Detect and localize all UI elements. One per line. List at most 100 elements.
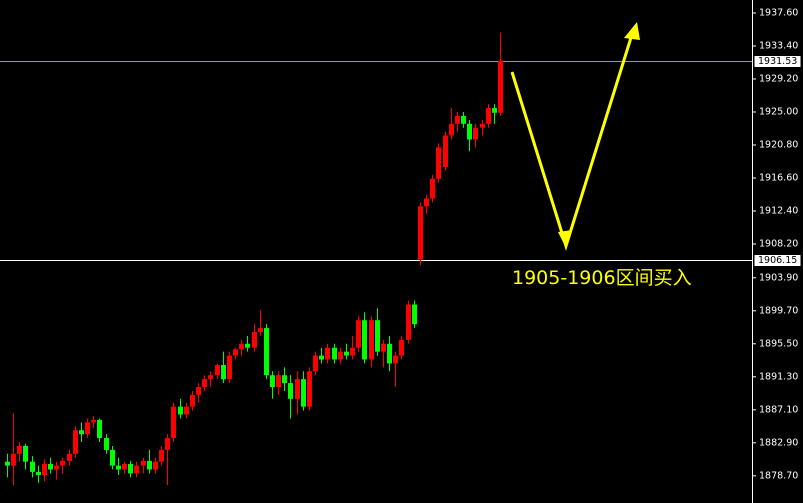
candle-body xyxy=(467,123,472,140)
candle-body xyxy=(17,445,22,454)
y-tick-label: 1908.20 xyxy=(759,238,798,249)
arrow-path xyxy=(510,22,640,252)
candle-body xyxy=(184,406,189,415)
candle-body xyxy=(492,108,497,113)
candle-body xyxy=(30,461,35,472)
candle-body xyxy=(202,379,207,388)
candle-body xyxy=(48,464,53,470)
candle-body xyxy=(356,320,361,348)
y-axis: 1937.60 1933.40 1929.20 1925.00 1920.80 1916.… xyxy=(752,7,802,481)
candle-body xyxy=(325,347,330,360)
candle-body xyxy=(375,320,380,352)
candle-body xyxy=(307,371,312,407)
candle-body xyxy=(97,420,102,439)
candle-body xyxy=(141,460,146,466)
candle-body xyxy=(227,355,232,380)
candle-body xyxy=(424,198,429,207)
y-tick-label: 1916.60 xyxy=(759,172,798,183)
candle-body xyxy=(295,379,300,399)
y-tick-label: 1887.10 xyxy=(759,404,798,415)
candle-body xyxy=(344,351,349,356)
candle-body xyxy=(85,422,90,435)
candle-body xyxy=(443,135,448,167)
arrow-head xyxy=(624,22,640,40)
candle-body xyxy=(270,375,275,388)
candle-body xyxy=(332,347,337,360)
y-tick-label: 1891.30 xyxy=(759,371,798,382)
candle-body xyxy=(122,464,127,470)
candle-body xyxy=(461,115,466,124)
candle-body xyxy=(381,343,386,352)
candle-body xyxy=(190,394,195,407)
candle-body xyxy=(313,355,318,372)
candle-body xyxy=(128,464,133,474)
candle-body xyxy=(36,471,41,476)
candle-body xyxy=(418,206,423,260)
y-tick-label: 1878.70 xyxy=(759,470,798,481)
candle-body xyxy=(369,320,374,360)
y-tick-label: 1882.90 xyxy=(759,437,798,448)
candle-body xyxy=(165,438,170,450)
candle-body xyxy=(245,343,250,348)
candle-body xyxy=(239,343,244,350)
candle-body xyxy=(288,383,293,399)
candle-body xyxy=(393,355,398,364)
candle-body xyxy=(116,465,121,470)
candle-body xyxy=(455,115,460,124)
candle-body xyxy=(480,123,485,128)
price-lines xyxy=(0,61,752,261)
candle-body xyxy=(436,147,441,179)
candle-body xyxy=(79,430,84,435)
candle-body xyxy=(406,304,411,340)
candle-body xyxy=(276,375,281,388)
candle-body xyxy=(338,351,343,360)
candle-body xyxy=(221,365,226,380)
candle-body xyxy=(208,375,213,380)
candle-body xyxy=(282,375,287,384)
candle-body xyxy=(60,460,65,466)
candle-body xyxy=(319,355,324,360)
y-tick-label: 1925.00 xyxy=(759,106,798,117)
candle-body xyxy=(91,420,96,423)
y-tick-label: 1912.40 xyxy=(759,205,798,216)
candle-body xyxy=(215,365,220,376)
candle-body xyxy=(42,464,47,476)
candle-body xyxy=(430,178,435,199)
candle-body xyxy=(264,328,269,376)
price-tag-label: 1906.15 xyxy=(758,255,797,266)
y-tick-label: 1899.70 xyxy=(759,305,798,316)
candle-body xyxy=(159,449,164,462)
candle-body xyxy=(23,445,28,462)
y-tick-label: 1929.20 xyxy=(759,73,798,84)
candle-body xyxy=(147,460,152,470)
candle-body xyxy=(5,461,10,466)
candle-body xyxy=(233,349,238,356)
candle-body xyxy=(362,320,367,360)
candle-body xyxy=(171,406,176,439)
candle-body xyxy=(412,304,417,325)
candle-body xyxy=(104,438,109,450)
candle-body xyxy=(110,449,115,466)
candle-body xyxy=(498,60,503,113)
candle-body xyxy=(399,339,404,356)
y-tick-label: 1903.90 xyxy=(759,272,798,283)
candle-body xyxy=(252,332,257,348)
candle-body xyxy=(67,453,72,461)
candle-body xyxy=(196,387,201,395)
candles xyxy=(5,32,503,486)
candle-body xyxy=(473,127,478,140)
candle-body xyxy=(449,123,454,136)
candle-body xyxy=(54,465,59,470)
y-tick-label: 1895.50 xyxy=(759,338,798,349)
price-tag xyxy=(753,55,802,68)
y-tick-label: 1937.60 xyxy=(759,7,798,18)
candle-body xyxy=(73,430,78,454)
y-tick-label: 1933.40 xyxy=(759,40,798,51)
candle-body xyxy=(301,379,306,407)
candle-body xyxy=(178,406,183,415)
candle-body xyxy=(11,453,16,466)
candle-body xyxy=(486,108,491,124)
annotation: 1905-1906区间买入 xyxy=(512,267,692,289)
